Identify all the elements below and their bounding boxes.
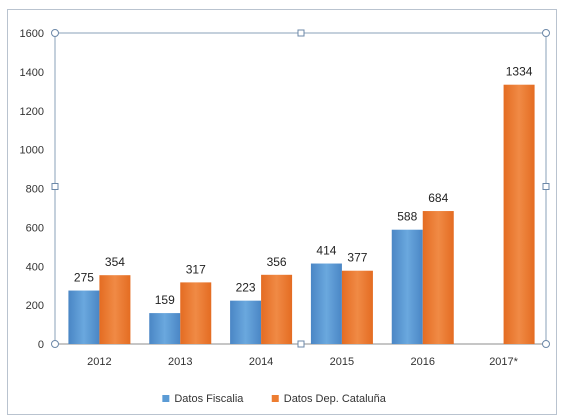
side-handle — [298, 30, 304, 36]
corner-handle — [52, 30, 59, 37]
y-tick-label: 200 — [26, 300, 44, 312]
x-tick-label: 2015 — [330, 356, 354, 368]
data-label: 1334 — [506, 65, 533, 79]
legend-swatch — [272, 395, 279, 402]
bar-fiscalia — [311, 264, 342, 344]
x-tick-label: 2016 — [411, 356, 435, 368]
side-handle — [52, 184, 58, 190]
bar-cataluna — [99, 275, 130, 344]
y-tick-label: 400 — [26, 261, 44, 273]
y-tick-label: 1000 — [20, 145, 44, 157]
data-label: 317 — [186, 262, 206, 276]
bar-cataluna — [180, 282, 211, 344]
data-label: 159 — [155, 293, 175, 307]
data-label: 354 — [105, 255, 125, 269]
bar-cataluna — [423, 211, 454, 344]
legend-label: Datos Dep. Cataluña — [284, 393, 387, 405]
corner-handle — [543, 30, 550, 37]
legend-label: Datos Fiscalia — [174, 393, 244, 405]
bar-fiscalia — [392, 230, 423, 344]
data-label: 223 — [236, 281, 256, 295]
bar-cataluna — [504, 85, 535, 344]
data-label: 588 — [397, 210, 417, 224]
x-tick-label: 2014 — [249, 356, 273, 368]
bar-fiscalia — [149, 313, 180, 344]
x-tick-label: 2012 — [87, 356, 111, 368]
y-tick-label: 800 — [26, 184, 44, 196]
y-tick-label: 600 — [26, 222, 44, 234]
y-tick-label: 0 — [38, 339, 44, 351]
x-tick-label: 2013 — [168, 356, 192, 368]
data-label: 414 — [316, 244, 336, 258]
legend-swatch — [162, 395, 169, 402]
y-tick-label: 1400 — [20, 67, 44, 79]
x-tick-label: 2017* — [489, 356, 518, 368]
side-handle — [298, 341, 304, 347]
bar-cataluna — [342, 271, 373, 344]
bar-cataluna — [261, 275, 292, 344]
bar-fiscalia — [230, 301, 261, 344]
corner-handle — [52, 341, 59, 348]
data-label: 356 — [267, 255, 287, 269]
data-label: 377 — [347, 251, 367, 265]
data-label: 684 — [428, 191, 448, 205]
bar-fiscalia — [68, 291, 99, 344]
side-handle — [543, 184, 549, 190]
y-tick-label: 1600 — [20, 28, 44, 40]
corner-handle — [543, 341, 550, 348]
y-tick-label: 1200 — [20, 106, 44, 118]
data-label: 275 — [74, 271, 94, 285]
